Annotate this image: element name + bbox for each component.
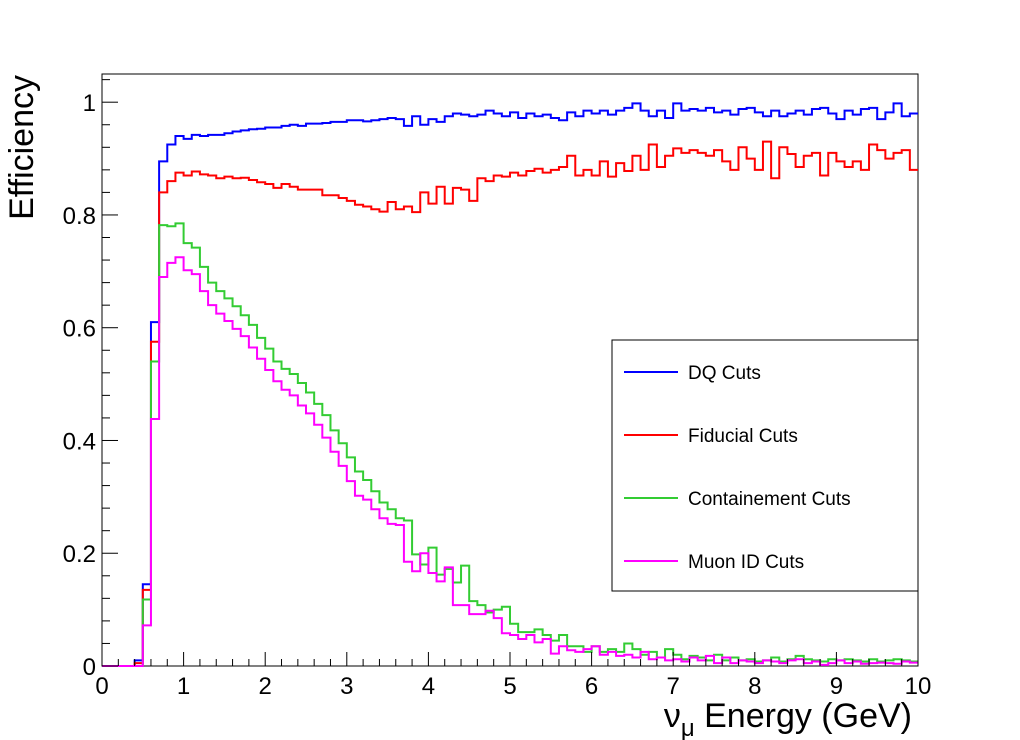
legend-label: Muon ID Cuts xyxy=(688,552,804,573)
y-tick-label: 0.4 xyxy=(63,428,96,455)
x-axis-title-subscript: μ xyxy=(681,715,695,740)
legend: DQ Cuts Fiducial Cuts Containement Cuts Muo… xyxy=(611,339,919,592)
tick-labels: 0 1 2 3 4 5 6 7 8 9 10 0 0.2 0.4 0.6 0.8 1 xyxy=(63,90,932,700)
x-tick-label: 5 xyxy=(503,673,516,700)
x-axis-title-symbol: ν xyxy=(664,697,681,735)
legend-label: DQ Cuts xyxy=(688,363,761,384)
x-tick-label: 0 xyxy=(95,673,108,700)
x-tick-label: 2 xyxy=(259,673,272,700)
x-tick-label: 7 xyxy=(667,673,680,700)
y-tick-label: 0.6 xyxy=(63,316,96,343)
y-axis-title: Efficiency xyxy=(3,75,41,220)
x-tick-label: 3 xyxy=(340,673,353,700)
legend-label: Fiducial Cuts xyxy=(688,426,798,447)
y-tick-label: 0.8 xyxy=(63,203,96,230)
x-tick-label: 10 xyxy=(905,673,932,700)
x-tick-label: 4 xyxy=(422,673,435,700)
series-line-fiducial-cuts xyxy=(102,140,918,667)
y-tick-label: 1 xyxy=(83,90,96,117)
y-tick-label: 0.2 xyxy=(63,541,96,568)
series-line-muon-id-cuts xyxy=(102,256,918,667)
series-line-containement-cuts xyxy=(102,222,918,667)
x-tick-label: 9 xyxy=(830,673,843,700)
legend-box xyxy=(611,339,919,592)
series-line-dq-cuts xyxy=(102,102,918,667)
y-tick-label: 0 xyxy=(83,654,96,681)
legend-label: Containement Cuts xyxy=(688,489,851,510)
x-tick-label: 6 xyxy=(585,673,598,700)
x-axis-title-text: Energy (GeV) xyxy=(695,697,912,735)
axis-ticks xyxy=(101,79,919,667)
series-group xyxy=(102,102,918,667)
x-axis-title: νμ Energy (GeV) xyxy=(664,697,912,740)
x-tick-label: 8 xyxy=(748,673,761,700)
x-tick-label: 1 xyxy=(177,673,190,700)
